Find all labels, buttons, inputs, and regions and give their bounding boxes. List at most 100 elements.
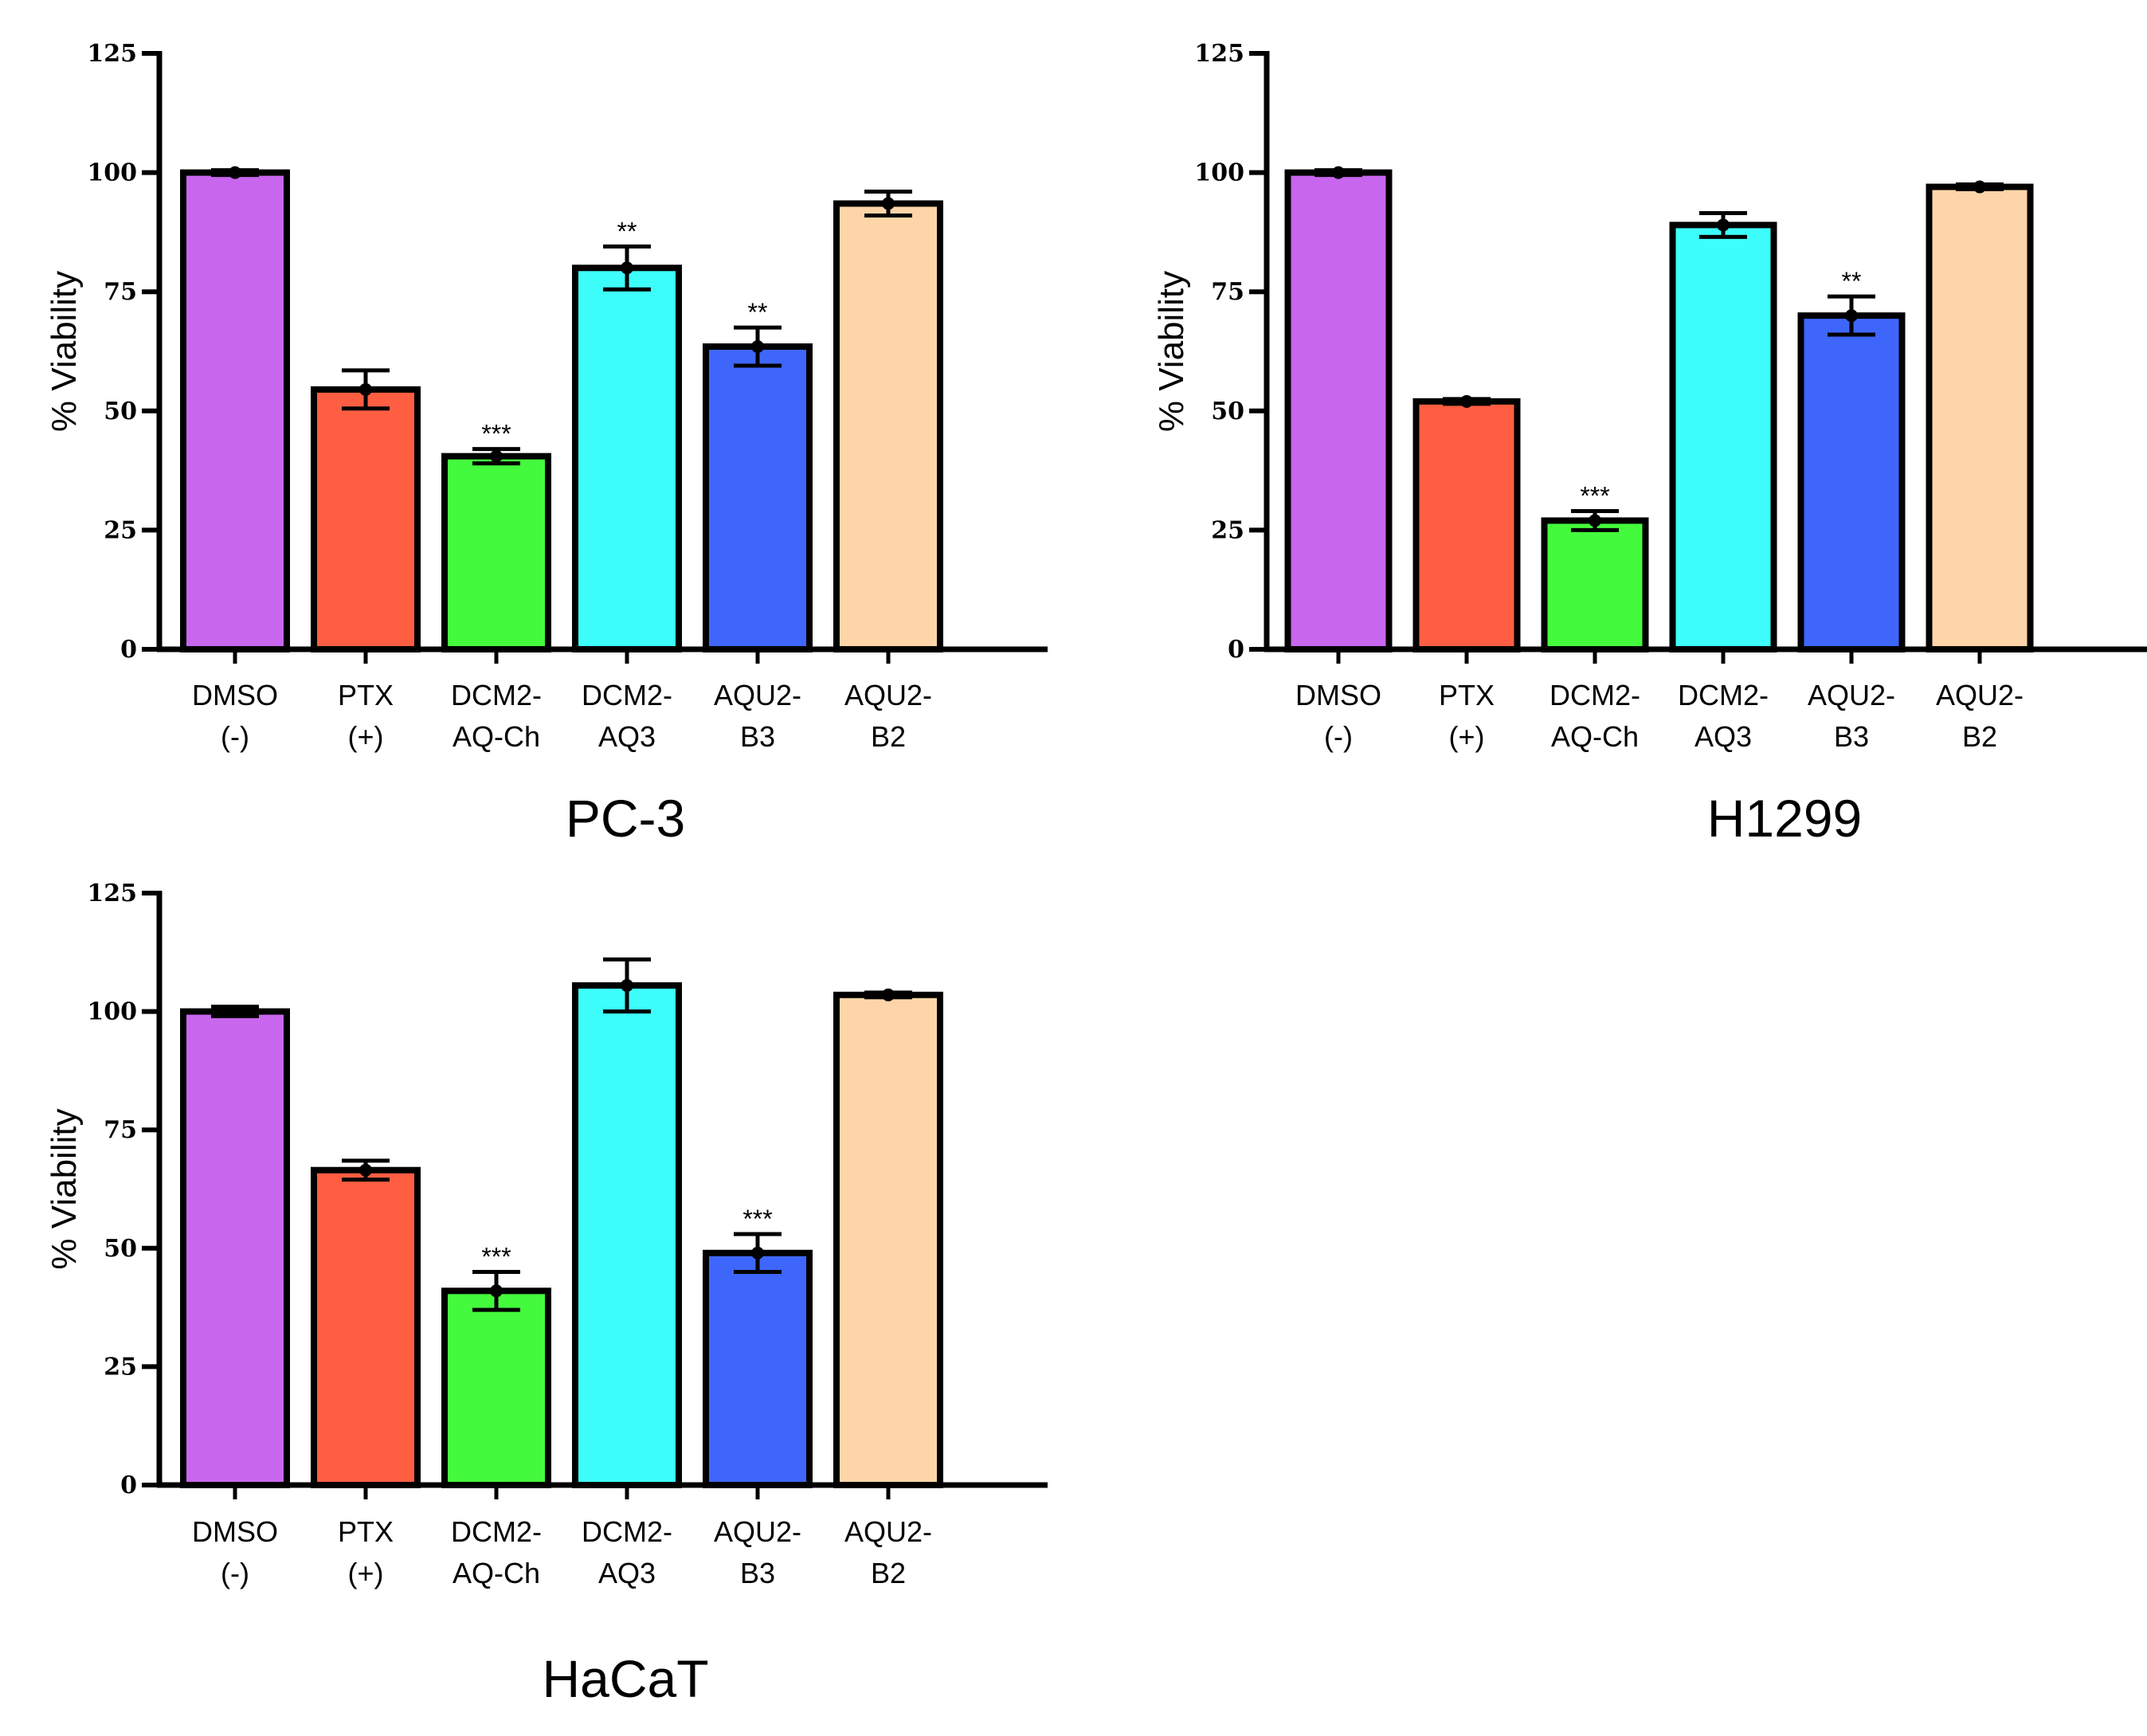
- x-tick-label-line1: DCM2-: [582, 1515, 672, 1548]
- mean-point-dcm2-aq-ch: [490, 449, 503, 463]
- bar-aqu2-b2: [1926, 183, 2034, 652]
- y-tick-label: 125: [87, 40, 137, 68]
- bar-aqu2-b3: [703, 1249, 813, 1489]
- mean-point-aqu2-b2: [882, 197, 895, 210]
- bar-dcm2-aq3: [1669, 221, 1777, 652]
- mean-point-dmso: [1332, 166, 1345, 179]
- y-tick-label: 75: [104, 278, 137, 306]
- significance-label-aqu2-b3: **: [1842, 267, 1862, 296]
- mean-point-ptx: [1460, 394, 1473, 408]
- mean-point-dcm2-aq-ch: [490, 1284, 503, 1298]
- bar-aqu2-b3: [1797, 312, 1906, 652]
- y-tick-label: 125: [1194, 40, 1244, 68]
- x-tick-label-line2: AQ3: [1694, 720, 1752, 753]
- bar-dcm2-aq-ch: [441, 453, 551, 653]
- x-tick-label-line1: PTX: [338, 1515, 394, 1548]
- x-tick-label-line2: B3: [740, 1557, 775, 1589]
- x-tick-label-line2: AQ3: [598, 1557, 656, 1589]
- mean-point-aqu2-b3: [1845, 309, 1858, 323]
- bar-dmso: [1284, 169, 1393, 653]
- x-tick-label-line1: AQU2-: [1808, 679, 1895, 711]
- y-tick-label: 25: [1211, 516, 1244, 544]
- x-tick-label-line2: (-): [221, 720, 249, 753]
- significance-label-dcm2-aq-ch: ***: [481, 1243, 511, 1272]
- x-tick-label-line1: AQU2-: [844, 679, 932, 711]
- x-tick-label-line2: (+): [348, 720, 384, 753]
- x-tick-label-line2: (+): [348, 1557, 384, 1589]
- y-tick-label: 0: [1228, 636, 1244, 664]
- x-tick-label-line1: DCM2-: [451, 679, 542, 711]
- y-tick-label: 25: [104, 516, 137, 544]
- y-tick-label: 25: [104, 1353, 137, 1381]
- y-tick-label: 50: [104, 398, 137, 425]
- y-tick-label: 100: [87, 998, 137, 1026]
- mean-point-dcm2-aq-ch: [1589, 514, 1601, 527]
- x-tick-label-line2: (+): [1449, 720, 1485, 753]
- mean-point-ptx: [359, 1163, 372, 1177]
- x-tick-label-line2: B3: [740, 720, 775, 753]
- bar-dcm2-aq3: [572, 265, 682, 652]
- x-tick-label-line1: DCM2-: [1550, 679, 1640, 711]
- x-tick-label-line1: AQU2-: [844, 1515, 932, 1548]
- bar-ptx: [311, 1166, 421, 1488]
- x-tick-label-line2: B3: [1834, 720, 1869, 753]
- mean-point-ptx: [359, 382, 372, 396]
- x-tick-label-line1: DCM2-: [582, 679, 672, 711]
- x-tick-label-line2: AQ-Ch: [453, 1557, 540, 1589]
- mean-point-dcm2-aq3: [1717, 218, 1730, 232]
- bar-dcm2-aq3: [572, 982, 682, 1488]
- y-tick-label: 50: [1211, 398, 1244, 425]
- chart-title: H1299: [1707, 789, 1863, 848]
- x-tick-label-line1: PTX: [1439, 679, 1495, 711]
- mean-point-aqu2-b3: [751, 340, 764, 354]
- bar-ptx: [311, 386, 421, 652]
- x-tick-label-line2: AQ3: [598, 720, 656, 753]
- chart-title: HaCaT: [542, 1649, 708, 1708]
- y-axis-label: % Viability: [45, 271, 84, 432]
- mean-point-dmso: [229, 1005, 241, 1018]
- mean-point-aqu2-b3: [751, 1246, 764, 1260]
- significance-label-dcm2-aq-ch: ***: [481, 420, 511, 449]
- significance-label-dcm2-aq-ch: ***: [1580, 481, 1609, 510]
- mean-point-dcm2-aq3: [621, 978, 633, 992]
- bar-dmso: [180, 169, 290, 653]
- x-tick-label-line1: AQU2-: [1936, 679, 2024, 711]
- y-tick-label: 75: [104, 1116, 137, 1144]
- mean-point-dmso: [229, 166, 241, 179]
- y-tick-label: 50: [104, 1235, 137, 1263]
- bar-aqu2-b2: [833, 200, 943, 653]
- chart-h1299: % Viability0255075100125DMSO(-)PTX(+)***…: [1152, 40, 2147, 848]
- y-axis-label: % Viability: [45, 1108, 84, 1269]
- x-tick-label-line1: DMSO: [192, 679, 278, 711]
- y-tick-label: 75: [1211, 278, 1244, 306]
- x-tick-label-line1: DCM2-: [451, 1515, 542, 1548]
- bar-dcm2-aq-ch: [1541, 517, 1649, 652]
- y-tick-label: 0: [120, 636, 137, 664]
- x-tick-label-line2: B2: [1962, 720, 1997, 753]
- x-tick-label-line1: AQU2-: [714, 679, 801, 711]
- x-tick-label-line2: B2: [871, 720, 906, 753]
- chart-title: PC-3: [566, 789, 685, 848]
- bar-dmso: [180, 1008, 290, 1488]
- significance-label-aqu2-b3: **: [748, 298, 768, 327]
- y-tick-label: 100: [1194, 159, 1244, 187]
- x-tick-label-line1: AQU2-: [714, 1515, 801, 1548]
- chart-pc3: % Viability0255075100125DMSO(-)PTX(+)***…: [45, 40, 1048, 848]
- bar-aqu2-b3: [703, 343, 813, 652]
- x-tick-label-line2: (-): [1324, 720, 1353, 753]
- x-tick-label-line2: AQ-Ch: [1551, 720, 1639, 753]
- y-tick-label: 0: [120, 1471, 137, 1499]
- mean-point-aqu2-b2: [882, 988, 895, 1001]
- y-tick-label: 125: [87, 880, 137, 907]
- x-tick-label-line2: B2: [871, 1557, 906, 1589]
- bar-dcm2-aq-ch: [441, 1287, 551, 1489]
- chart-hacat: % Viability 0 25 50 75 100 125 DMSO (-) PTX (+) ***…: [45, 880, 1048, 1708]
- x-tick-label-line1: DCM2-: [1678, 679, 1769, 711]
- y-tick-label: 100: [87, 159, 137, 187]
- bar-aqu2-b2: [833, 991, 943, 1488]
- mean-point-dcm2-aq3: [621, 261, 633, 275]
- significance-label-aqu2-b3: ***: [742, 1205, 772, 1233]
- bar-ptx: [1412, 398, 1521, 652]
- x-tick-label-line1: DMSO: [1295, 679, 1381, 711]
